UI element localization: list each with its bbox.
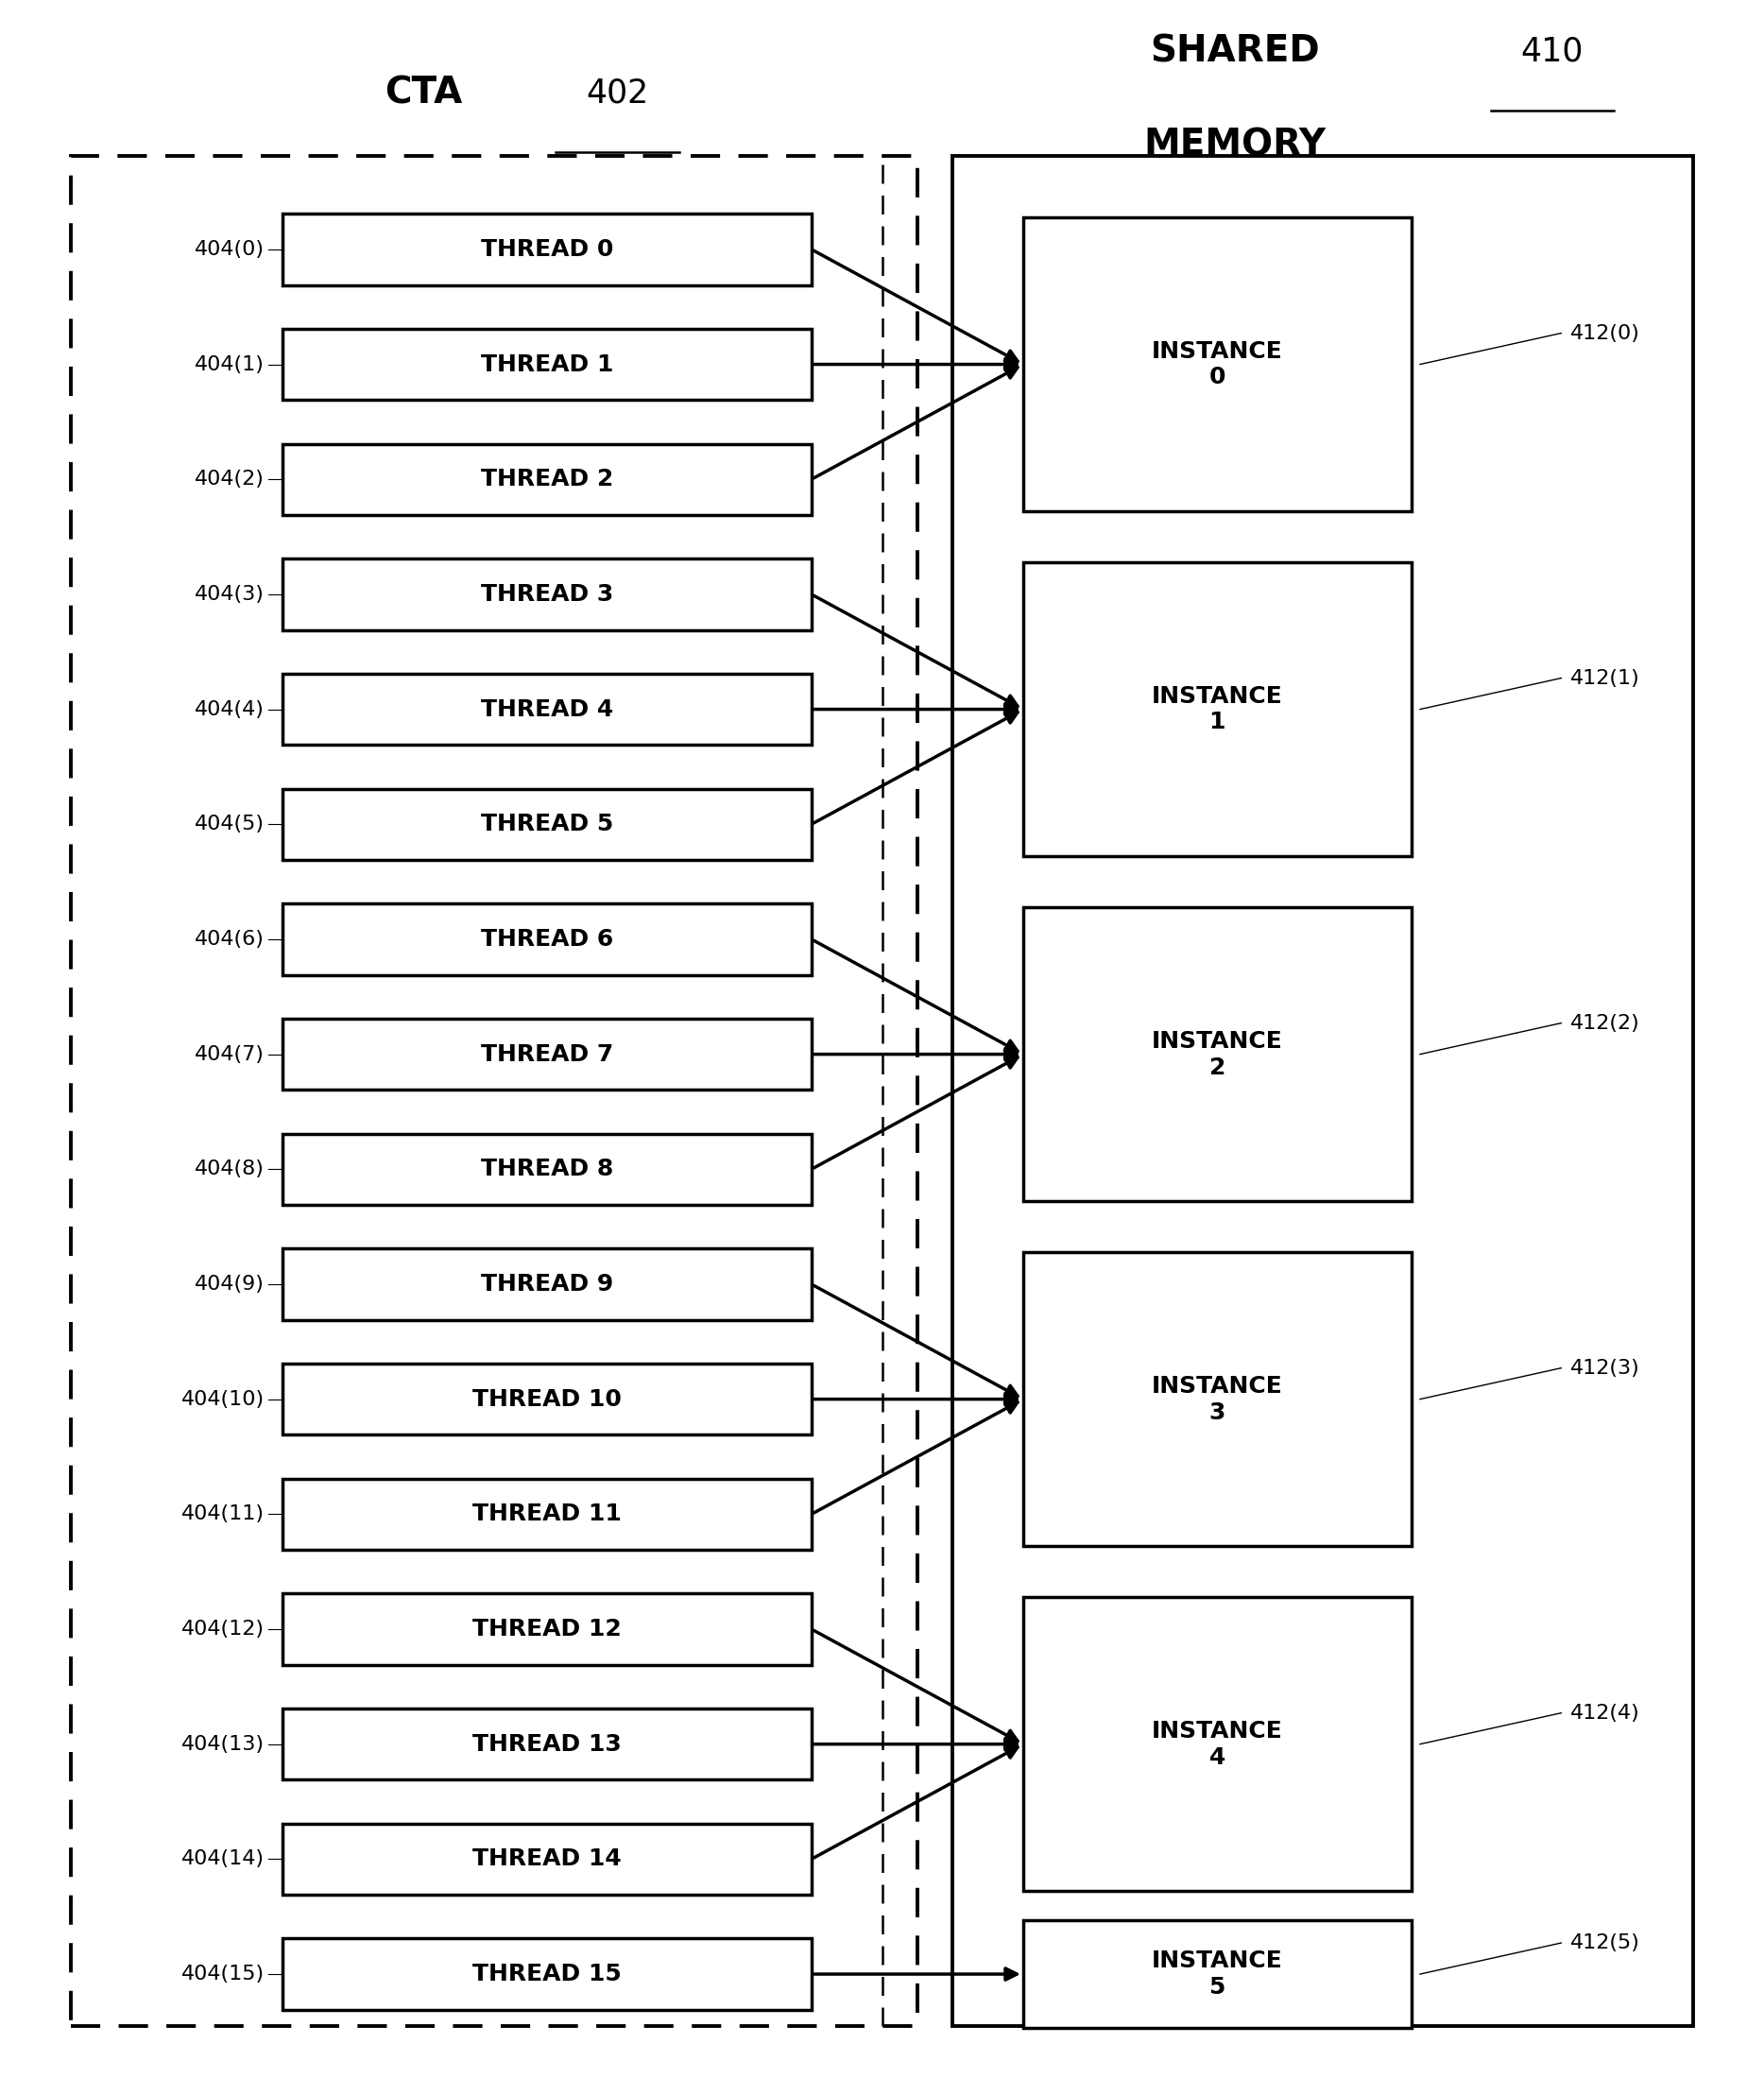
Text: 404(3): 404(3) [194, 584, 265, 605]
Text: 412(1): 412(1) [1570, 669, 1641, 688]
Text: CTA: CTA [385, 75, 462, 112]
Text: THREAD 11: THREAD 11 [473, 1502, 621, 1525]
Text: 404(6): 404(6) [194, 929, 265, 950]
Text: INSTANCE
2: INSTANCE 2 [1152, 1031, 1282, 1078]
FancyBboxPatch shape [282, 445, 811, 515]
FancyBboxPatch shape [282, 328, 811, 399]
Text: 412(2): 412(2) [1570, 1014, 1641, 1033]
Text: 404(4): 404(4) [194, 700, 265, 719]
Text: THREAD 4: THREAD 4 [480, 698, 614, 721]
Text: THREAD 10: THREAD 10 [473, 1388, 621, 1411]
FancyBboxPatch shape [282, 1135, 811, 1205]
Text: THREAD 14: THREAD 14 [473, 1847, 621, 1870]
Text: SHARED: SHARED [1150, 33, 1319, 71]
Text: 404(10): 404(10) [182, 1390, 265, 1409]
Text: INSTANCE
1: INSTANCE 1 [1152, 686, 1282, 734]
Text: 412(5): 412(5) [1570, 1933, 1641, 1953]
FancyBboxPatch shape [1023, 563, 1411, 856]
Text: 404(2): 404(2) [194, 470, 265, 488]
Text: THREAD 6: THREAD 6 [480, 929, 614, 950]
Text: THREAD 13: THREAD 13 [473, 1733, 621, 1756]
Text: THREAD 0: THREAD 0 [480, 239, 614, 260]
Text: THREAD 7: THREAD 7 [480, 1043, 614, 1066]
FancyBboxPatch shape [1023, 1253, 1411, 1546]
Text: 404(5): 404(5) [194, 815, 265, 833]
Text: 404(1): 404(1) [194, 355, 265, 374]
Text: THREAD 1: THREAD 1 [480, 353, 614, 376]
Text: THREAD 2: THREAD 2 [480, 468, 614, 490]
Text: THREAD 12: THREAD 12 [473, 1619, 621, 1640]
Bar [953, 156, 1693, 2026]
Text: MEMORY: MEMORY [1143, 127, 1327, 164]
FancyBboxPatch shape [282, 1708, 811, 1779]
Text: THREAD 5: THREAD 5 [480, 812, 614, 835]
FancyBboxPatch shape [282, 559, 811, 630]
FancyBboxPatch shape [282, 1824, 811, 1895]
Text: 404(0): 404(0) [194, 239, 265, 260]
Text: INSTANCE
4: INSTANCE 4 [1152, 1721, 1282, 1768]
Text: 412(4): 412(4) [1570, 1704, 1641, 1723]
FancyBboxPatch shape [282, 1480, 811, 1550]
Text: 404(7): 404(7) [194, 1045, 265, 1064]
Text: 404(9): 404(9) [194, 1274, 265, 1295]
Text: INSTANCE
3: INSTANCE 3 [1152, 1376, 1282, 1423]
FancyBboxPatch shape [1023, 218, 1411, 511]
Text: 412(0): 412(0) [1570, 324, 1641, 343]
Text: 404(13): 404(13) [182, 1735, 265, 1754]
Text: 404(8): 404(8) [194, 1160, 265, 1178]
Text: 404(14): 404(14) [182, 1849, 265, 1868]
Text: 410: 410 [1521, 35, 1584, 69]
Text: THREAD 8: THREAD 8 [480, 1157, 614, 1180]
Text: THREAD 15: THREAD 15 [473, 1964, 621, 1984]
Text: 402: 402 [586, 77, 649, 110]
Text: THREAD 3: THREAD 3 [480, 584, 614, 605]
Text: INSTANCE
0: INSTANCE 0 [1152, 341, 1282, 389]
FancyBboxPatch shape [282, 1249, 811, 1320]
FancyBboxPatch shape [282, 904, 811, 975]
Text: 412(3): 412(3) [1570, 1359, 1641, 1378]
FancyBboxPatch shape [282, 790, 811, 860]
FancyBboxPatch shape [282, 1018, 811, 1089]
FancyBboxPatch shape [1023, 1598, 1411, 1891]
Text: 404(11): 404(11) [182, 1504, 265, 1523]
FancyBboxPatch shape [1023, 908, 1411, 1201]
Text: 404(15): 404(15) [182, 1964, 265, 1984]
FancyBboxPatch shape [282, 1939, 811, 2009]
Text: INSTANCE
5: INSTANCE 5 [1152, 1949, 1282, 1999]
FancyBboxPatch shape [282, 214, 811, 285]
Text: 404(12): 404(12) [182, 1619, 265, 1640]
FancyBboxPatch shape [282, 1363, 811, 1434]
Text: THREAD 9: THREAD 9 [480, 1274, 614, 1295]
FancyBboxPatch shape [1023, 1920, 1411, 2028]
FancyBboxPatch shape [282, 673, 811, 744]
FancyBboxPatch shape [282, 1594, 811, 1664]
